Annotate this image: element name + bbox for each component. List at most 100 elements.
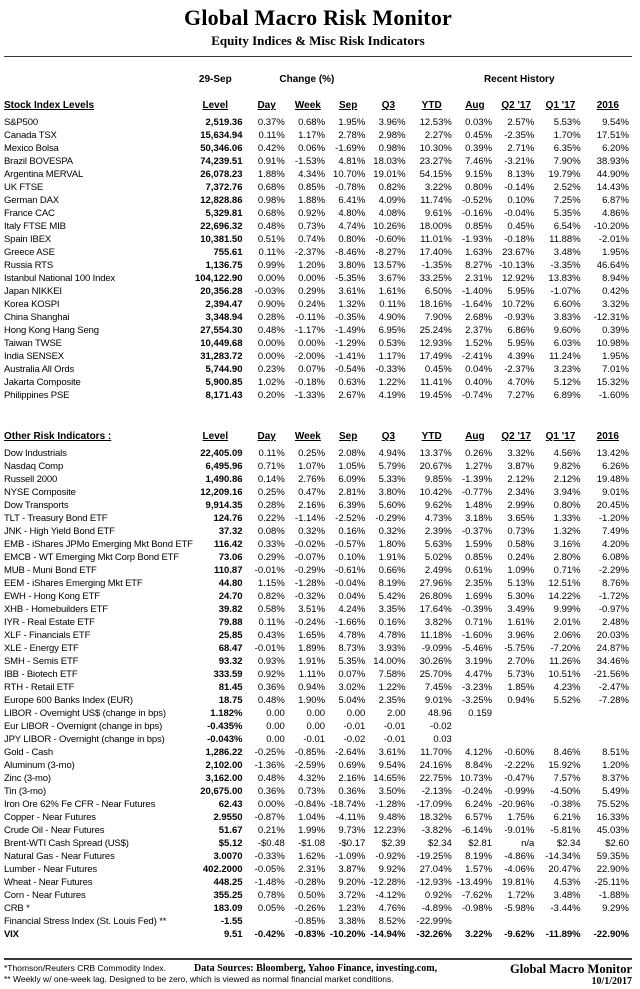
value-cell: 1.99%	[298, 825, 326, 836]
value-cell: 34.46%	[596, 656, 629, 667]
value-cell: 0.21%	[257, 825, 285, 836]
table-row: France CAC 5,329.81 0.68% 0.92% 4.80% 4.08% 9.…	[4, 207, 632, 220]
value-cell: -0.78%	[335, 182, 366, 193]
value-cell: 1.52%	[465, 338, 493, 349]
level-cell: $5.12	[218, 838, 243, 849]
value-cell: 0.26%	[465, 448, 493, 459]
value-cell: 20.45%	[596, 500, 629, 511]
value-cell: 45.03%	[596, 825, 629, 836]
value-cell: 7.46%	[465, 156, 493, 167]
value-cell: 0.94%	[507, 695, 535, 706]
column-header-q1-17: Q1 '17	[545, 100, 576, 111]
table-row: IBB - Biotech ETF 333.59 0.92% 1.11% 0.07% 7.…	[4, 668, 632, 681]
row-label: Taiwan TWSE	[4, 338, 62, 349]
value-cell: 0.28%	[257, 312, 285, 323]
value-cell: 9.54%	[602, 117, 629, 128]
value-cell: -1.60%	[461, 630, 493, 641]
value-cell	[455, 720, 495, 733]
value-cell: -17.09%	[416, 799, 452, 810]
value-cell: -0.24%	[461, 786, 493, 797]
value-cell	[455, 733, 495, 746]
value-cell: 0.10%	[507, 195, 535, 206]
value-cell: -0.04%	[335, 578, 366, 589]
value-cell: 6.41%	[338, 195, 366, 206]
value-cell: -6.14%	[461, 825, 493, 836]
value-cell: 1.75%	[507, 812, 535, 823]
spacer	[409, 63, 455, 85]
value-cell: -1.60%	[598, 390, 629, 401]
value-cell: -21.56%	[593, 669, 629, 680]
value-cell: 9.92%	[378, 864, 406, 875]
column-header-q2-17: Q2 '17	[501, 431, 531, 442]
value-cell: -10.20%	[593, 221, 629, 232]
value-cell: 1.17%	[378, 351, 406, 362]
table-row: Jakarta Composite 5,900.85 1.02% -0.18% 0.63…	[4, 376, 632, 389]
row-label: JPY LIBOR - Overnight (change in bps)	[4, 734, 165, 745]
row-label: Zinc (3-mo)	[4, 773, 51, 784]
value-cell: 2.35%	[465, 578, 493, 589]
level-cell: 2,102.00	[205, 760, 243, 771]
row-label: France CAC	[4, 208, 55, 219]
value-cell: -22.99%	[416, 916, 452, 927]
table-row: MUB - Muni Bond ETF 110.87 -0.01% -0.29% -0.…	[4, 564, 632, 577]
value-cell: -0.85%	[294, 747, 326, 758]
value-cell: 14.43%	[596, 182, 629, 193]
value-cell: 1.32%	[553, 526, 581, 537]
column-header-level: Level	[202, 431, 229, 442]
table-row: Gold - Cash 1,286.22 -0.25% -0.85% -2.64% 3.6…	[4, 746, 632, 759]
value-cell: 0.00	[266, 708, 285, 719]
level-cell: 20,356.28	[200, 286, 243, 297]
value-cell: 1.48%	[465, 500, 493, 511]
value-cell: 8.94%	[602, 273, 629, 284]
value-cell: 1.61%	[507, 617, 535, 628]
value-cell: 19.79%	[548, 169, 581, 180]
value-cell: 2.00	[387, 708, 406, 719]
table-row: Corn - Near Futures 355.25 0.78% 0.50% 3.72%…	[4, 889, 632, 902]
value-cell: 4.12%	[465, 747, 493, 758]
value-cell: 6.60%	[553, 299, 581, 310]
value-cell: 10.73%	[459, 773, 493, 784]
report-date: 10/1/2017	[591, 976, 632, 987]
table-row: Natural Gas - Near Futures 3.0070 -0.33% 1.…	[4, 850, 632, 863]
value-cell: -3.21%	[504, 156, 535, 167]
value-cell: -1.88%	[598, 890, 629, 901]
value-cell: 2.99%	[507, 500, 535, 511]
value-cell: -1.53%	[294, 156, 326, 167]
value-cell: 2.27%	[424, 130, 452, 141]
value-cell: -4.89%	[421, 903, 452, 914]
table-row: Lumber - Near Futures 402.2000 -0.05% 2.31%…	[4, 863, 632, 876]
value-cell: 10.26%	[373, 221, 406, 232]
value-cell: 0.93%	[257, 656, 285, 667]
value-cell: 1.32%	[338, 299, 366, 310]
value-cell: 2.34%	[507, 487, 535, 498]
level-cell: 1.182%	[210, 708, 243, 719]
value-cell: 27.04%	[419, 864, 452, 875]
level-cell: 25.85	[218, 630, 243, 641]
row-label: Nasdaq Comp	[4, 461, 64, 472]
value-cell	[495, 915, 537, 928]
value-cell: 0.14%	[257, 474, 285, 485]
row-label: EEM - iShares Emerging Mkt ETF	[4, 578, 143, 589]
table-row: RTH - Retail ETF 81.45 0.36% 0.94% 3.02% 1.22…	[4, 681, 632, 694]
row-label: Italy FTSE MIB	[4, 221, 66, 232]
value-cell: -0.24%	[294, 617, 326, 628]
table-row: Tin (3-mo) 20,675.00 0.36% 0.73% 0.36% 3.50% -…	[4, 785, 632, 798]
value-cell: 1.02%	[257, 377, 285, 388]
level-cell: 24.70	[218, 591, 243, 602]
value-cell: -5.98%	[504, 903, 535, 914]
value-cell: 22.75%	[419, 773, 452, 784]
row-label: Europe 600 Banks Index (EUR)	[4, 695, 133, 706]
value-cell: 19.01%	[373, 169, 406, 180]
value-cell	[246, 915, 288, 928]
value-cell: 4.73%	[424, 513, 452, 524]
level-cell: 18.75	[218, 695, 243, 706]
value-cell: 3.22%	[424, 182, 452, 193]
value-cell: 11.01%	[420, 234, 452, 245]
value-cell: 20.67%	[419, 461, 452, 472]
value-cell: 13.42%	[596, 448, 629, 459]
value-cell: 0.25%	[257, 487, 285, 498]
value-cell	[537, 707, 583, 720]
table-row: Zinc (3-mo) 3,162.00 0.48% 4.32% 2.16% 14.65%…	[4, 772, 632, 785]
value-cell: 4.09%	[378, 195, 406, 206]
